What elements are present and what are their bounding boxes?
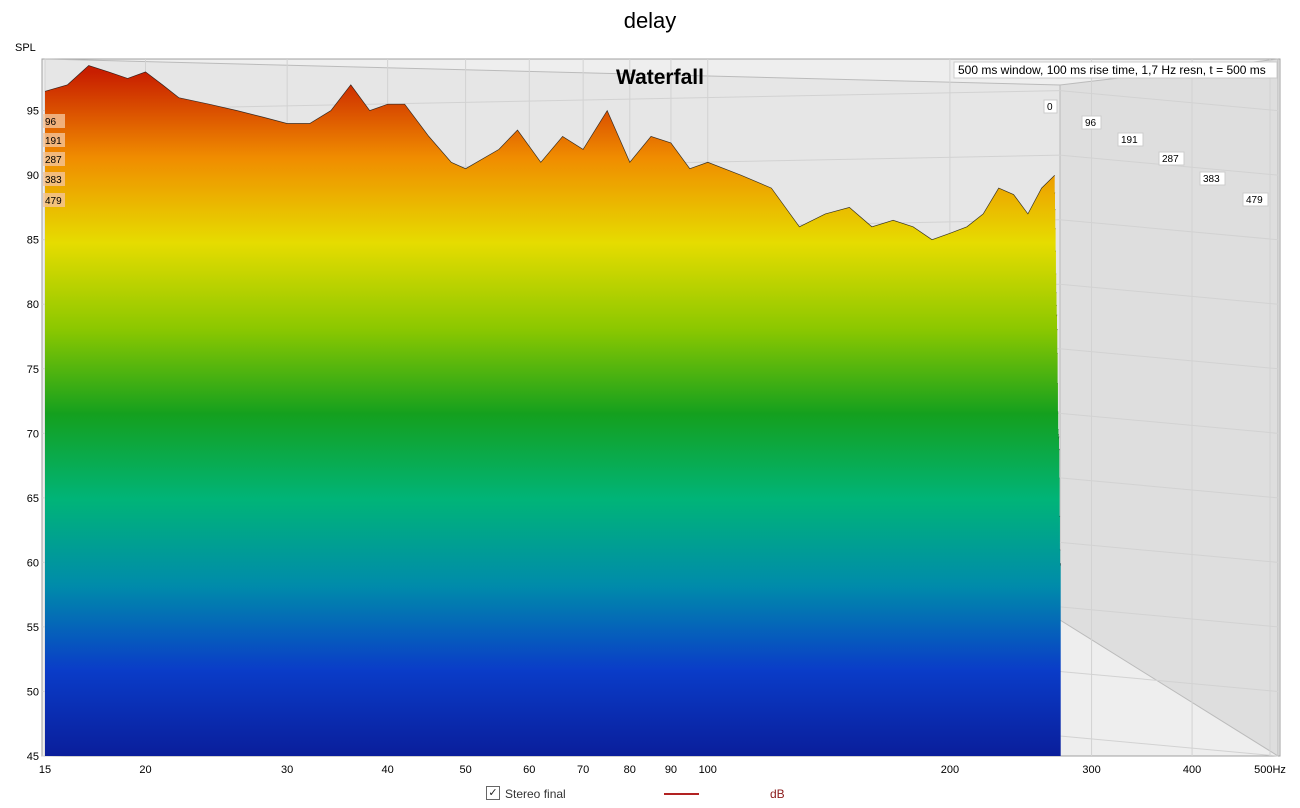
x-tick-label: 500Hz	[1254, 764, 1286, 776]
svg-text:287: 287	[45, 155, 62, 166]
svg-text:383: 383	[1203, 174, 1220, 185]
settings-text: 500 ms window, 100 ms rise time, 1,7 Hz …	[958, 63, 1266, 77]
y-tick-label: 95	[27, 106, 39, 118]
legend-checkbox[interactable]: ✓	[486, 786, 500, 800]
x-tick-label: 20	[139, 764, 151, 776]
x-tick-label: 90	[665, 764, 677, 776]
waterfall-surface	[44, 65, 1062, 757]
y-tick-label: 65	[27, 493, 39, 505]
svg-text:479: 479	[1246, 195, 1263, 206]
y-tick-label: 60	[27, 557, 39, 569]
x-tick-label: 100	[699, 764, 717, 776]
x-tick-label: 80	[624, 764, 636, 776]
x-tick-label: 70	[577, 764, 589, 776]
time-label-right: 191	[1117, 132, 1144, 147]
svg-text:96: 96	[45, 117, 57, 128]
y-tick-label: 85	[27, 235, 39, 247]
svg-text:287: 287	[1162, 154, 1179, 165]
time-label-left: 479	[43, 193, 65, 207]
waterfall-chart: 45 50 55 60 65 70 75 80 85 90 95 15 20 30 40 50 60 70 80 9…	[27, 58, 1286, 776]
y-tick-label: 55	[27, 622, 39, 634]
time-label-right: 287	[1158, 151, 1185, 166]
svg-text:191: 191	[45, 136, 62, 147]
x-tick-label: 300	[1082, 764, 1100, 776]
x-tick-label: 400	[1183, 764, 1201, 776]
x-axis-ticks: 15 20 30 40 50 60 70 80 90 100 200 300 400 500Hz	[39, 764, 1286, 776]
y-axis-ticks: 45 50 55 60 65 70 75 80 85 90 95	[27, 106, 39, 763]
y-tick-label: 70	[27, 428, 39, 440]
time-label-left: 96	[43, 114, 65, 128]
y-unit-label: SPL	[15, 42, 36, 54]
x-tick-label: 60	[523, 764, 535, 776]
svg-text:191: 191	[1121, 135, 1138, 146]
legend-swatch	[664, 793, 699, 795]
time-label-right: 0	[1043, 99, 1058, 114]
svg-text:383: 383	[45, 175, 62, 186]
time-label-right: 383	[1199, 171, 1226, 186]
svg-text:479: 479	[45, 196, 62, 207]
y-tick-label: 50	[27, 686, 39, 698]
surface-slice-fill	[45, 65, 1055, 756]
time-labels-right: 0 96 191 287 383 479	[1043, 99, 1269, 207]
time-label-left: 191	[43, 133, 65, 147]
time-label-left: 287	[43, 152, 65, 166]
x-tick-label: 200	[941, 764, 959, 776]
legend: ✓ Stereo final dB	[0, 784, 1300, 804]
y-tick-label: 90	[27, 170, 39, 182]
y-tick-label: 45	[27, 751, 39, 763]
time-labels-left: 96 191 287 383 479	[43, 114, 65, 207]
settings-box	[953, 61, 1278, 79]
chart-title: Waterfall	[616, 66, 704, 89]
x-tick-label: 40	[382, 764, 394, 776]
y-tick-label: 75	[27, 364, 39, 376]
svg-text:0: 0	[1047, 102, 1053, 113]
legend-series-name: Stereo final	[505, 787, 566, 801]
surface-slice-line	[44, 65, 1055, 241]
svg-text:96: 96	[1085, 118, 1097, 129]
y-tick-label: 80	[27, 299, 39, 311]
time-label-left: 383	[43, 172, 65, 186]
time-label-right: 96	[1081, 115, 1102, 130]
x-tick-label: 50	[459, 764, 471, 776]
legend-unit: dB	[770, 787, 785, 801]
x-tick-label: 15	[39, 764, 51, 776]
chart-suptitle: delay	[623, 8, 677, 33]
time-label-right: 479	[1242, 192, 1269, 207]
x-tick-label: 30	[281, 764, 293, 776]
